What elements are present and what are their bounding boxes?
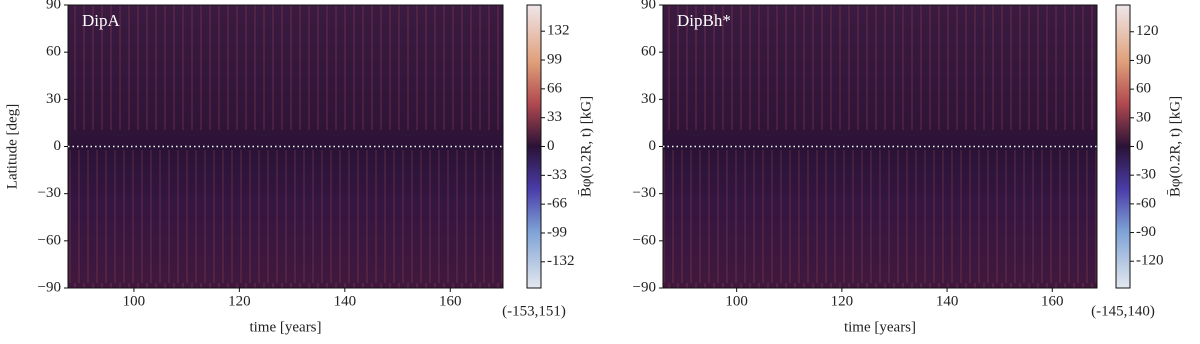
panel-label: DipBh*: [677, 11, 731, 30]
x-tick-label: 140: [334, 293, 357, 309]
colorbar: [1115, 4, 1131, 289]
colorbar-tick-label: -120: [1136, 253, 1164, 269]
colorbar-tick-label: -66: [547, 196, 567, 212]
colorbar-tick-label: 30: [1136, 109, 1151, 125]
colorbar-range: (-145,140): [1091, 303, 1155, 319]
panel-label: DipA: [82, 11, 121, 30]
x-tick-label: 160: [439, 293, 462, 309]
y-tick-label: 30: [641, 91, 656, 107]
colorbar-tick-label: -99: [547, 224, 567, 240]
colorbar-tick-label: -33: [547, 167, 567, 183]
y-tick-label: −30: [633, 185, 656, 201]
colorbar-tick-label: 90: [1136, 52, 1151, 68]
colorbar: [526, 4, 542, 289]
colorbar-tick-label: 132: [547, 23, 570, 39]
x-tick-label: 160: [1041, 293, 1064, 309]
x-axis-title: time [years]: [249, 319, 321, 335]
x-tick-label: 140: [936, 293, 959, 309]
y-tick-label: 90: [46, 0, 61, 12]
colorbar-tick-label: -60: [1136, 195, 1156, 211]
y-tick-label: −60: [38, 232, 61, 248]
y-axis-title: Latitude [deg]: [4, 104, 20, 189]
y-tick-label: 60: [46, 44, 61, 60]
colorbar-tick-label: 0: [547, 138, 555, 154]
colorbar-tick-label: 0: [1136, 138, 1144, 154]
colorbar-tick-label: 60: [1136, 81, 1151, 97]
colorbar-tick-label: 99: [547, 51, 562, 67]
colorbar-tick-label: 33: [547, 109, 562, 125]
colorbar-title: B̄φ(0.2R, t) [kG]: [578, 96, 594, 197]
y-tick-label: −60: [633, 232, 656, 248]
y-tick-label: 0: [54, 138, 62, 154]
x-tick-label: 100: [725, 293, 748, 309]
y-tick-label: −90: [38, 279, 61, 295]
colorbar-range: (-153,151): [502, 303, 566, 319]
y-tick-label: 60: [641, 44, 656, 60]
colorbar-tick-label: 120: [1136, 23, 1159, 39]
colorbar-tick-label: -90: [1136, 224, 1156, 240]
colorbar-tick-label: -30: [1136, 167, 1156, 183]
colorbar-tick-label: -132: [547, 253, 575, 269]
colorbar-title: B̄φ(0.2R, t) [kG]: [1167, 96, 1183, 197]
x-tick-label: 120: [831, 293, 854, 309]
y-tick-label: 30: [46, 91, 61, 107]
x-tick-label: 100: [123, 293, 146, 309]
y-tick-label: 0: [649, 138, 657, 154]
y-tick-label: −90: [633, 279, 656, 295]
x-tick-label: 120: [228, 293, 251, 309]
colorbar-tick-label: 66: [547, 80, 563, 96]
y-tick-label: 90: [641, 0, 656, 12]
y-tick-label: −30: [38, 185, 61, 201]
x-axis-title: time [years]: [844, 319, 916, 335]
